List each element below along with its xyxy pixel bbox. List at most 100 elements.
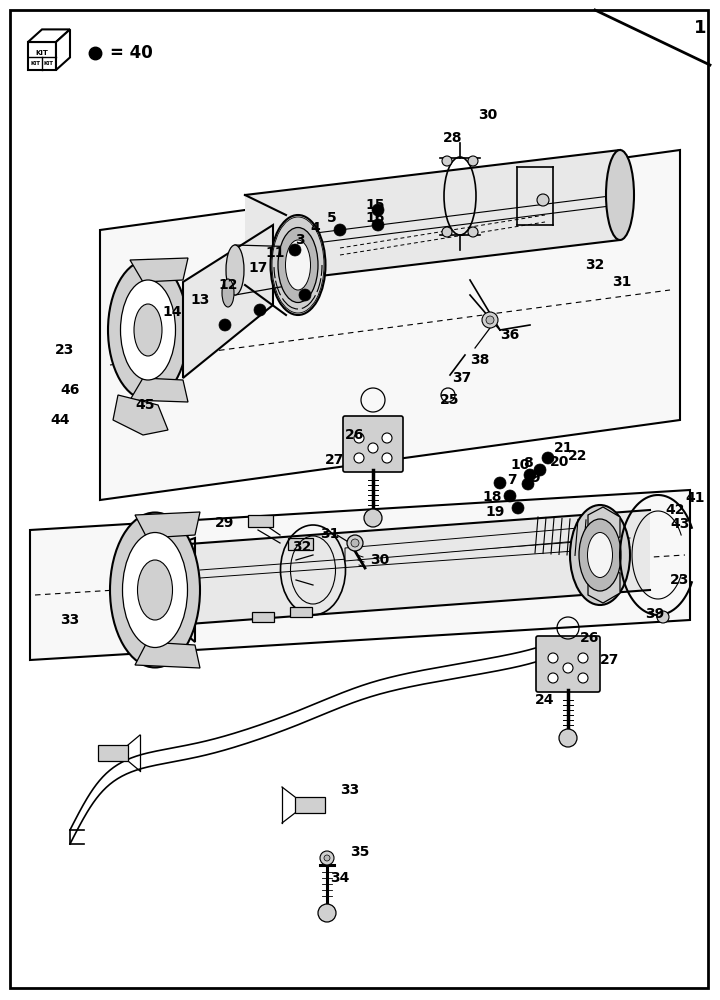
Text: 13: 13 xyxy=(190,293,210,307)
Ellipse shape xyxy=(271,215,325,315)
Bar xyxy=(98,745,128,761)
Text: 15: 15 xyxy=(365,198,384,212)
Circle shape xyxy=(372,219,384,231)
Text: 17: 17 xyxy=(248,261,268,275)
Circle shape xyxy=(320,851,334,865)
Text: 34: 34 xyxy=(330,871,350,885)
Text: 20: 20 xyxy=(550,455,570,469)
Bar xyxy=(295,797,325,813)
Ellipse shape xyxy=(120,280,176,380)
Text: 28: 28 xyxy=(444,131,463,145)
Circle shape xyxy=(534,464,546,476)
Text: KIT: KIT xyxy=(35,50,48,56)
Circle shape xyxy=(351,539,359,547)
Polygon shape xyxy=(130,378,188,402)
FancyBboxPatch shape xyxy=(536,636,600,692)
Ellipse shape xyxy=(579,519,621,591)
Ellipse shape xyxy=(222,279,234,307)
Text: 39: 39 xyxy=(645,607,665,621)
Circle shape xyxy=(468,227,478,237)
Text: 36: 36 xyxy=(500,328,520,342)
Circle shape xyxy=(468,156,478,166)
Circle shape xyxy=(368,443,378,453)
Circle shape xyxy=(354,453,364,463)
Text: 19: 19 xyxy=(485,505,505,519)
Ellipse shape xyxy=(110,512,200,668)
Circle shape xyxy=(442,227,452,237)
Ellipse shape xyxy=(606,150,634,240)
Text: 1: 1 xyxy=(694,19,706,37)
Polygon shape xyxy=(135,642,200,668)
Circle shape xyxy=(542,452,554,464)
Circle shape xyxy=(382,453,392,463)
Polygon shape xyxy=(28,29,70,42)
Circle shape xyxy=(537,194,549,206)
Circle shape xyxy=(382,433,392,443)
Polygon shape xyxy=(245,150,620,285)
FancyBboxPatch shape xyxy=(343,416,403,472)
Polygon shape xyxy=(588,567,620,603)
Circle shape xyxy=(522,478,534,490)
Ellipse shape xyxy=(138,560,173,620)
Polygon shape xyxy=(175,510,650,625)
Polygon shape xyxy=(113,395,168,435)
Polygon shape xyxy=(100,150,680,500)
Circle shape xyxy=(442,156,452,166)
Polygon shape xyxy=(30,490,690,660)
Circle shape xyxy=(334,224,346,236)
Text: 21: 21 xyxy=(554,441,574,455)
Ellipse shape xyxy=(588,532,613,578)
Text: 7: 7 xyxy=(507,473,517,487)
Text: 33: 33 xyxy=(60,613,80,627)
Polygon shape xyxy=(135,512,200,538)
Polygon shape xyxy=(588,507,620,543)
Circle shape xyxy=(563,663,573,673)
Text: 35: 35 xyxy=(351,845,369,859)
Text: 42: 42 xyxy=(665,503,685,517)
Text: 31: 31 xyxy=(612,275,631,289)
Text: 9: 9 xyxy=(530,471,540,485)
Circle shape xyxy=(364,509,382,527)
Text: 43: 43 xyxy=(670,517,690,531)
Text: 8: 8 xyxy=(523,456,533,470)
Text: 41: 41 xyxy=(685,491,705,505)
Circle shape xyxy=(354,433,364,443)
Text: 38: 38 xyxy=(470,353,490,367)
Ellipse shape xyxy=(122,532,187,648)
Polygon shape xyxy=(28,42,56,70)
Text: 23: 23 xyxy=(670,573,690,587)
Circle shape xyxy=(324,855,330,861)
Circle shape xyxy=(504,490,516,502)
Text: 30: 30 xyxy=(370,553,390,567)
Polygon shape xyxy=(56,29,70,70)
Text: 33: 33 xyxy=(341,783,359,797)
Text: 24: 24 xyxy=(535,693,554,707)
Bar xyxy=(248,515,273,527)
Text: 12: 12 xyxy=(218,278,238,292)
Ellipse shape xyxy=(570,505,630,605)
Circle shape xyxy=(578,653,588,663)
Circle shape xyxy=(486,316,494,324)
Text: 27: 27 xyxy=(600,653,620,667)
Ellipse shape xyxy=(286,240,310,290)
Text: 11: 11 xyxy=(265,246,284,260)
Text: 23: 23 xyxy=(55,343,75,357)
Text: 37: 37 xyxy=(452,371,472,385)
Circle shape xyxy=(254,304,266,316)
Text: 4: 4 xyxy=(310,221,320,235)
Text: 5: 5 xyxy=(327,211,337,225)
Text: 45: 45 xyxy=(135,398,155,412)
Text: 32: 32 xyxy=(292,540,312,554)
Ellipse shape xyxy=(108,260,188,400)
Circle shape xyxy=(494,477,506,489)
Text: 18: 18 xyxy=(482,490,502,504)
Text: 30: 30 xyxy=(478,108,498,122)
Polygon shape xyxy=(345,527,590,561)
Polygon shape xyxy=(130,258,188,282)
Circle shape xyxy=(219,319,231,331)
Text: 32: 32 xyxy=(585,258,605,272)
Text: 26: 26 xyxy=(580,631,600,645)
Circle shape xyxy=(578,673,588,683)
Text: = 40: = 40 xyxy=(110,44,153,62)
Circle shape xyxy=(548,653,558,663)
